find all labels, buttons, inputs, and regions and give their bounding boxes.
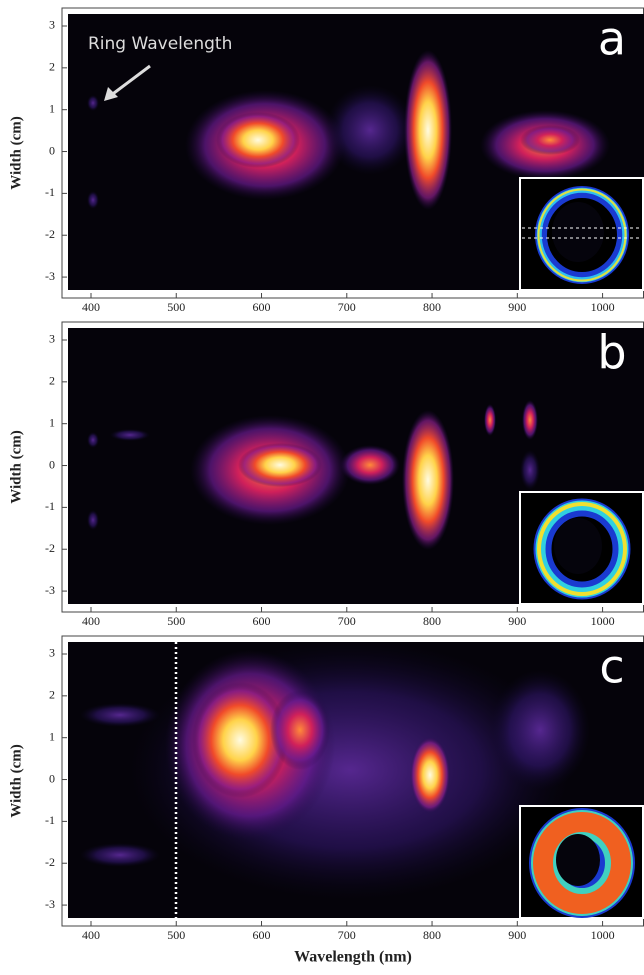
annotation: Ring Wavelength xyxy=(88,34,232,54)
x-tick-label: 900 xyxy=(508,300,526,314)
arrow-head xyxy=(104,87,118,101)
x-tick-label: 500 xyxy=(167,300,185,314)
x-tick-label: 1000 xyxy=(591,614,615,628)
panel-label: c xyxy=(599,640,624,694)
y-tick-label: 1 xyxy=(49,415,55,429)
y-tick-label: 0 xyxy=(49,457,55,471)
x-tick-label: 900 xyxy=(508,614,526,628)
inset-ring xyxy=(537,188,627,282)
x-tick-label: 700 xyxy=(338,928,356,942)
y-tick-label: -3 xyxy=(45,269,55,283)
y-axis-label: Width (cm) xyxy=(8,744,24,817)
x-tick-label: 600 xyxy=(253,928,271,942)
x-tick-label: 800 xyxy=(423,614,441,628)
y-tick-label: 3 xyxy=(49,18,55,32)
intensity-region xyxy=(325,85,415,175)
intensity-region xyxy=(522,400,538,440)
heatmap xyxy=(87,400,540,550)
x-tick-label: 900 xyxy=(508,928,526,942)
intensity-region xyxy=(490,670,590,790)
intensity-region xyxy=(484,404,496,436)
y-tick-label: -3 xyxy=(45,583,55,597)
y-tick-label: -2 xyxy=(45,541,55,555)
panel: -3 -2 -1 0 1 2 3 400 500 600 700 800 900 1000 Width (c… xyxy=(8,635,644,966)
x-tick-label: 700 xyxy=(338,614,356,628)
x-tick-label: 1000 xyxy=(591,928,615,942)
x-tick-label: 1000 xyxy=(591,300,615,314)
y-tick-label: -1 xyxy=(45,813,55,827)
y-tick-label: -1 xyxy=(45,185,55,199)
intensity-region xyxy=(216,112,300,168)
x-axis-label: Wavelength (nm) xyxy=(294,949,412,966)
x-tick-label: 500 xyxy=(167,928,185,942)
x-tick-label: 400 xyxy=(82,928,100,942)
inset-ring xyxy=(537,502,627,596)
y-tick-label: 3 xyxy=(49,332,55,346)
intensity-region xyxy=(404,50,452,210)
intensity-region xyxy=(80,703,160,727)
x-tick-label: 800 xyxy=(423,928,441,942)
intensity-region xyxy=(410,737,450,813)
intensity-region xyxy=(87,510,99,530)
y-tick-label: -1 xyxy=(45,499,55,513)
intensity-region xyxy=(270,690,330,770)
x-tick-label: 500 xyxy=(167,614,185,628)
intensity-region xyxy=(238,443,322,487)
annotation-arrow xyxy=(109,64,151,98)
heatmap xyxy=(87,50,610,210)
x-tick-label: 600 xyxy=(253,614,271,628)
inset-core xyxy=(556,834,600,886)
x-tick-label: 600 xyxy=(253,300,271,314)
intensity-region xyxy=(402,410,454,550)
intensity-region xyxy=(80,843,160,867)
x-tick-label: 400 xyxy=(82,300,100,314)
y-axis-label: Width (cm) xyxy=(8,116,24,189)
intensity-region xyxy=(520,450,540,490)
y-tick-label: 0 xyxy=(49,143,55,157)
y-tick-label: 2 xyxy=(49,374,55,388)
x-tick-label: 400 xyxy=(82,614,100,628)
y-tick-label: 2 xyxy=(49,688,55,702)
x-tick-label: 700 xyxy=(338,300,356,314)
intensity-region xyxy=(87,95,99,111)
intensity-region xyxy=(340,445,400,485)
x-tick-label: 800 xyxy=(423,300,441,314)
y-tick-label: -2 xyxy=(45,227,55,241)
y-tick-label: -3 xyxy=(45,897,55,911)
inset-ring xyxy=(533,812,631,914)
y-tick-label: 2 xyxy=(49,60,55,74)
y-tick-label: 1 xyxy=(49,729,55,743)
intensity-region xyxy=(110,429,150,441)
y-tick-label: -2 xyxy=(45,855,55,869)
panel-label: a xyxy=(598,12,626,66)
intensity-region xyxy=(87,191,99,209)
intensity-region xyxy=(87,432,99,448)
inset-core xyxy=(552,202,604,262)
inset-core xyxy=(554,518,602,574)
panel: -3 -2 -1 0 1 2 3 400 500 600 700 800 900 1000 Width (c… xyxy=(8,321,644,628)
panel-label: b xyxy=(597,326,626,380)
intensity-region xyxy=(192,682,288,798)
heatmap xyxy=(80,642,590,900)
y-tick-label: 3 xyxy=(49,646,55,660)
intensity-region xyxy=(520,125,580,155)
panel: -3 -2 -1 0 1 2 3 400 500 600 700 800 900 1000 Width (c… xyxy=(8,7,644,314)
y-tick-label: 0 xyxy=(49,771,55,785)
y-tick-label: 1 xyxy=(49,101,55,115)
y-axis-label: Width (cm) xyxy=(8,430,24,503)
